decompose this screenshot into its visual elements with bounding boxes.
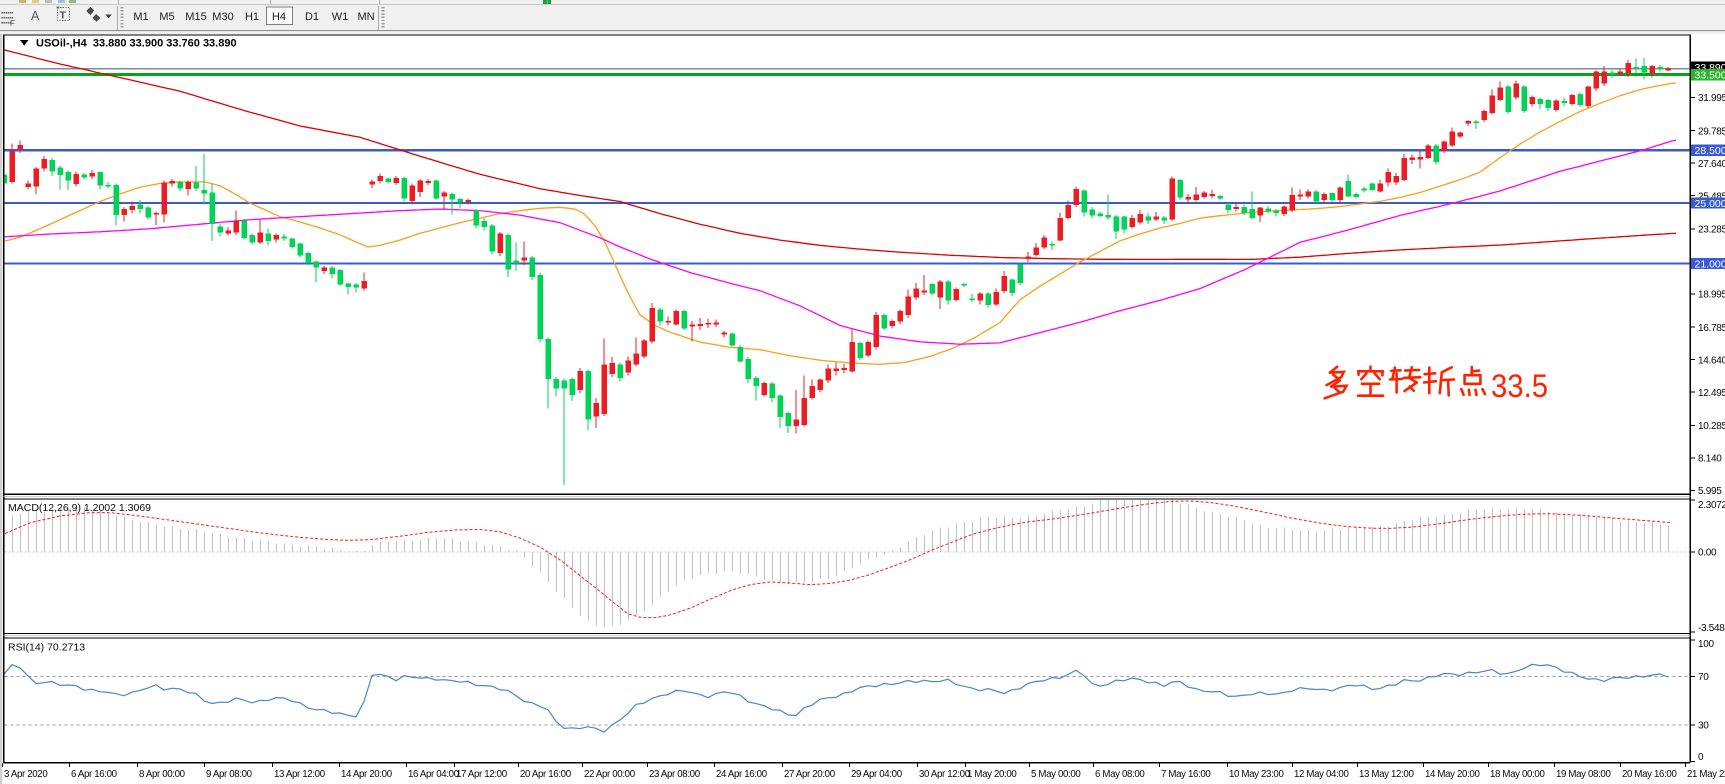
svg-text:0.00: 0.00 — [1698, 548, 1717, 559]
svg-text:13 Apr 12:00: 13 Apr 12:00 — [274, 769, 326, 780]
svg-text:RSI(14) 70.2713: RSI(14) 70.2713 — [8, 642, 85, 654]
svg-text:M1: M1 — [133, 11, 148, 23]
svg-text:A: A — [31, 9, 40, 23]
svg-text:10 May 23:00: 10 May 23:00 — [1229, 769, 1284, 780]
svg-text:33.5: 33.5 — [1491, 368, 1548, 404]
svg-text:MN: MN — [357, 11, 374, 23]
svg-text:70: 70 — [1698, 672, 1709, 683]
svg-text:5 May 00:00: 5 May 00:00 — [1031, 769, 1081, 780]
svg-text:25.485: 25.485 — [1698, 191, 1725, 202]
svg-text:33.500: 33.500 — [1695, 70, 1725, 82]
svg-text:8.140: 8.140 — [1698, 454, 1722, 465]
svg-text:14 May 20:00: 14 May 20:00 — [1425, 769, 1480, 780]
svg-text:21 May 22:00: 21 May 22:00 — [1687, 769, 1725, 780]
svg-text:H4: H4 — [272, 11, 286, 23]
svg-text:24 Apr 16:00: 24 Apr 16:00 — [716, 769, 768, 780]
svg-text:0: 0 — [1698, 752, 1704, 763]
svg-text:29 Apr 04:00: 29 Apr 04:00 — [851, 769, 903, 780]
svg-text:T: T — [60, 10, 67, 22]
svg-text:23 Apr 08:00: 23 Apr 08:00 — [649, 769, 701, 780]
svg-text:6 May 08:00: 6 May 08:00 — [1095, 769, 1145, 780]
svg-text:16 Apr 04:00: 16 Apr 04:00 — [408, 769, 460, 780]
svg-text:19 May 08:00: 19 May 08:00 — [1556, 769, 1611, 780]
svg-text:M15: M15 — [185, 11, 206, 23]
svg-text:12 May 04:00: 12 May 04:00 — [1294, 769, 1349, 780]
svg-text:F: F — [10, 19, 15, 28]
svg-text:3 Apr 2020: 3 Apr 2020 — [4, 769, 48, 780]
svg-text:22 Apr 00:00: 22 Apr 00:00 — [584, 769, 636, 780]
svg-text:25.000: 25.000 — [1695, 198, 1725, 210]
svg-text:30 Apr 12:00: 30 Apr 12:00 — [919, 769, 971, 780]
svg-text:13 May 12:00: 13 May 12:00 — [1359, 769, 1414, 780]
svg-text:29.785: 29.785 — [1698, 126, 1725, 137]
svg-text:27.640: 27.640 — [1698, 159, 1725, 170]
svg-text:14.640: 14.640 — [1698, 355, 1725, 366]
svg-text:20 Apr 16:00: 20 Apr 16:00 — [520, 769, 572, 780]
svg-text:16.785: 16.785 — [1698, 323, 1725, 334]
svg-text:H1: H1 — [245, 11, 259, 23]
svg-text:USOil-,H4 33.880 33.900 33.76: USOil-,H4 33.880 33.900 33.760 33.890 — [36, 38, 237, 50]
svg-text:18 May 00:00: 18 May 00:00 — [1490, 769, 1545, 780]
svg-text:30: 30 — [1698, 721, 1709, 732]
svg-text:5.995: 5.995 — [1698, 486, 1722, 497]
svg-text:2.3072: 2.3072 — [1698, 500, 1725, 511]
svg-text:8 Apr 00:00: 8 Apr 00:00 — [139, 769, 186, 780]
svg-text:M30: M30 — [212, 11, 233, 23]
svg-text:1 May 20:00: 1 May 20:00 — [967, 769, 1017, 780]
svg-text:21.000: 21.000 — [1695, 258, 1725, 270]
svg-text:100: 100 — [1698, 639, 1715, 650]
svg-text:18.995: 18.995 — [1698, 290, 1725, 301]
svg-text:M5: M5 — [159, 11, 174, 23]
svg-text:17 Apr 12:00: 17 Apr 12:00 — [456, 769, 508, 780]
svg-text:12.495: 12.495 — [1698, 388, 1725, 399]
svg-text:28.500: 28.500 — [1695, 145, 1725, 157]
svg-text:-3.5484: -3.5484 — [1698, 623, 1725, 634]
svg-text:D1: D1 — [305, 11, 319, 23]
svg-text:23.285: 23.285 — [1698, 225, 1725, 236]
svg-text:14 Apr 20:00: 14 Apr 20:00 — [341, 769, 393, 780]
svg-text:W1: W1 — [332, 11, 349, 23]
svg-text:31.995: 31.995 — [1698, 93, 1725, 104]
svg-text:20 May 16:00: 20 May 16:00 — [1622, 769, 1677, 780]
svg-text:MACD(12,26,9) 1.2002 1.3069: MACD(12,26,9) 1.2002 1.3069 — [8, 502, 151, 514]
svg-text:9 Apr 08:00: 9 Apr 08:00 — [206, 769, 253, 780]
svg-text:7 May 16:00: 7 May 16:00 — [1161, 769, 1211, 780]
svg-text:6 Apr 16:00: 6 Apr 16:00 — [71, 769, 118, 780]
svg-text:10.285: 10.285 — [1698, 421, 1725, 432]
svg-text:27 Apr 20:00: 27 Apr 20:00 — [784, 769, 836, 780]
